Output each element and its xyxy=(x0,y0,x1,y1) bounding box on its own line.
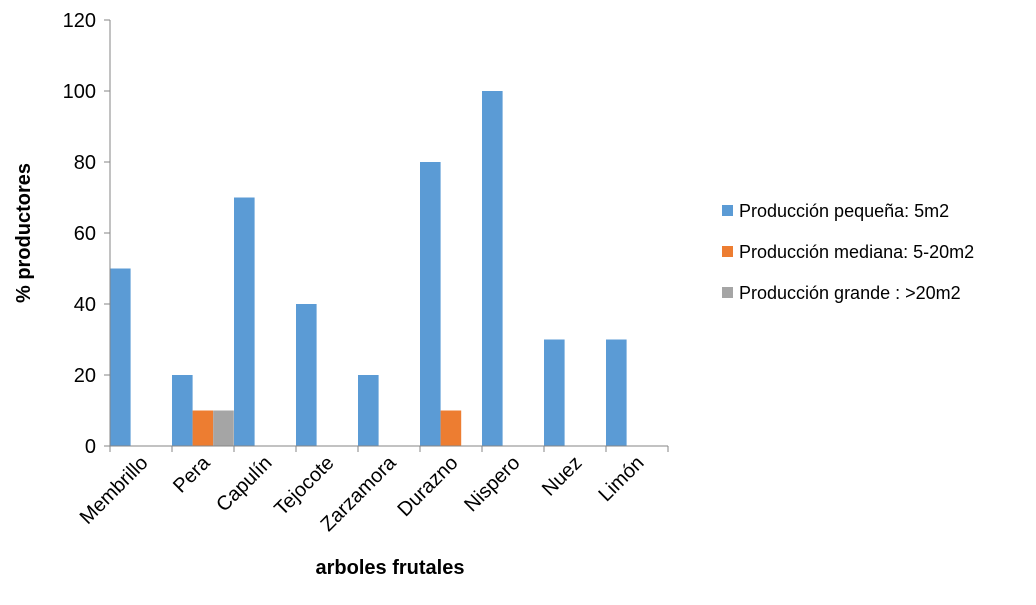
bar-1-zarzamora xyxy=(358,375,379,446)
x-tick-label: Membrillo xyxy=(76,452,153,529)
y-axis-title: % productores xyxy=(13,163,35,303)
legend-swatch xyxy=(722,246,733,257)
x-tick-label: Limón xyxy=(594,452,648,506)
y-tick-label: 80 xyxy=(74,152,96,174)
bar-1-nispero xyxy=(482,91,503,446)
y-tick-label: 40 xyxy=(74,294,96,316)
x-axis-tick-labels: Membrillo PeraCapulínTejocoteZarzamoraDur… xyxy=(76,446,669,536)
bar-2-pera xyxy=(192,410,214,446)
x-tick-label: Durazno xyxy=(394,452,463,521)
x-tick-label: Pera xyxy=(169,451,215,497)
bar-1-tejocote xyxy=(296,304,317,446)
y-tick-label: 100 xyxy=(63,81,96,103)
legend-swatch xyxy=(722,205,733,216)
bar-1-limón xyxy=(606,339,627,446)
bar-3-pera xyxy=(213,410,234,446)
legend-label: Producción mediana: 5-20m2 xyxy=(739,242,974,262)
y-tick-label: 120 xyxy=(63,10,96,32)
legend-label: Producción grande : >20m2 xyxy=(739,283,961,303)
bar-1-capulín xyxy=(234,197,255,446)
x-tick-label: Nuez xyxy=(538,452,587,501)
bar-2-durazno xyxy=(440,410,462,446)
legend-swatch xyxy=(722,287,733,298)
legend-label: Producción pequeña: 5m2 xyxy=(739,201,949,221)
bar-1-pera xyxy=(172,375,193,446)
y-axis-ticks: 0 20 40 60 80 100 120 xyxy=(63,10,110,458)
bars xyxy=(110,91,627,446)
legend: Producción pequeña: 5m2 Producción median… xyxy=(722,201,974,303)
y-tick-label: 60 xyxy=(74,223,96,245)
bar-1-nuez xyxy=(544,339,565,446)
bar-1-durazno xyxy=(420,162,441,446)
bar-1-membrillo xyxy=(110,268,131,446)
x-tick-label: Capulín xyxy=(212,452,276,516)
x-axis-title: arboles frutales xyxy=(316,557,465,579)
y-tick-label: 0 xyxy=(85,436,96,458)
x-tick-label: Nispero xyxy=(460,452,524,516)
y-tick-label: 20 xyxy=(74,365,96,387)
